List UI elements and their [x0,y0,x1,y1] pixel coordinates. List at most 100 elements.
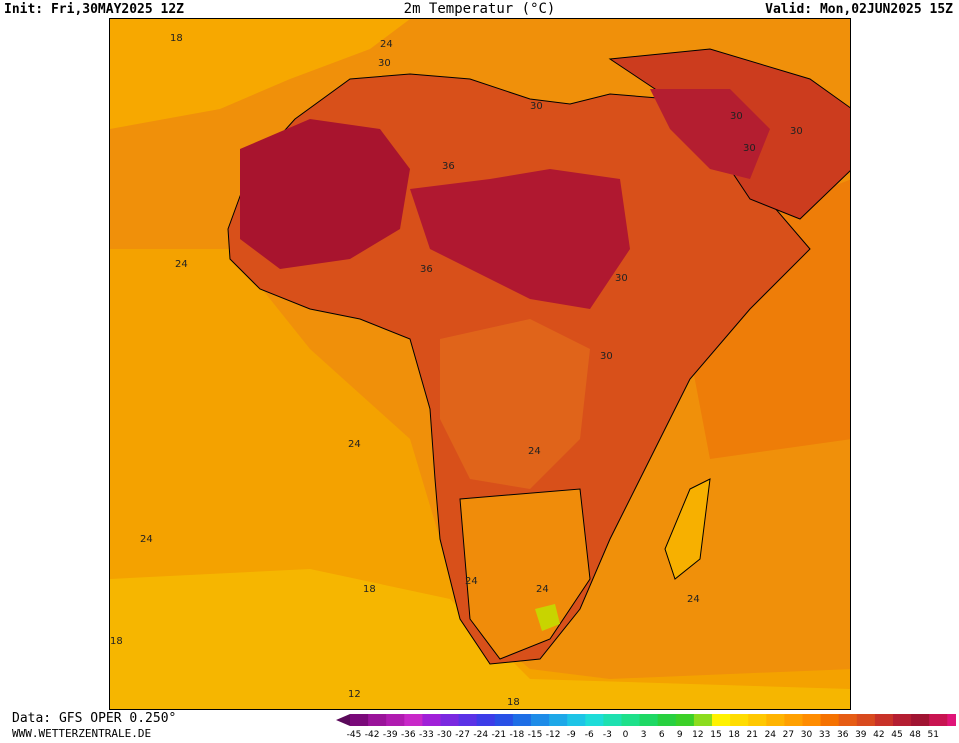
colorbar-graphic: -45 -42 -39 -36 -33 -30 -27 -24 -21 -18 -15 -12 -9 -6… [336,714,959,740]
colorbar-swatch [458,714,478,726]
contour-label: 24 [536,584,549,595]
contour-label: 18 [110,636,123,647]
colorbar-tick-label: 39 [855,730,867,739]
data-source: Data: GFS OPER 0.250° [12,711,177,726]
colorbar-swatch [422,714,441,726]
colorbar-swatch [639,714,659,726]
contour-label: 18 [170,33,183,44]
colorbar-tick-label: 24 [765,730,777,739]
contour-label: 30 [378,58,391,69]
colorbar-swatch [693,714,713,726]
colorbar-tick-label: 42 [873,730,884,739]
central-africa-warm [440,319,590,489]
contour-label: 30 [790,126,803,137]
colorbar-tick-label: 21 [746,730,757,739]
colorbar-swatch [476,714,496,726]
map-title: 2m Temperatur (°C) [403,1,556,17]
contour-label: 24 [348,439,361,450]
colorbar-swatch [893,714,912,726]
init-time: Init: Fri,30MAY2025 12Z [4,2,185,17]
colorbar-tick-label: 45 [891,730,902,739]
colorbar-tick-label: -24 [473,730,488,739]
colorbar-swatch [929,714,948,726]
colorbar-tick-label: -45 [347,730,362,739]
contour-label: 18 [507,697,520,708]
colorbar-tick-label: 30 [801,730,813,739]
colorbar-swatch [802,714,822,726]
madagascar [664,478,711,580]
colorbar-swatch [440,714,460,726]
colorbar-tick-label: -36 [401,730,416,739]
colorbar-tick-label: -42 [365,730,380,739]
contour-label: 24 [380,39,393,50]
temperature-field: 18 24 30 30 30 30 30 36 36 30 30 24 24 2… [110,19,850,709]
colorbar-tick-label: -12 [546,730,561,739]
contour-label: 30 [615,273,628,284]
colorbar-swatch [368,714,387,726]
contour-label: 24 [687,594,700,605]
colorbar-tick-label: 15 [710,730,721,739]
contour-label: 24 [528,446,541,457]
colorbar-swatch [712,714,731,726]
colorbar-tick-label: -9 [567,730,576,739]
contour-label: 36 [442,161,455,172]
contour-label: 30 [743,143,756,154]
colorbar-tick-label: -39 [383,730,398,739]
temperature-map[interactable]: 18 24 30 30 30 30 30 36 36 30 30 24 24 2… [109,18,851,710]
central-sahara-hot [410,169,630,309]
colorbar-swatch [386,714,405,726]
colorbar-tick-label: 36 [837,730,849,739]
colorbar-swatch [675,714,695,726]
colorbar-swatch [874,714,894,726]
colorbar-swatch [838,714,858,726]
colorbar: -45 -42 -39 -36 -33 -30 -27 -24 -21 -18 -15 -12 -9 -6… [336,713,959,740]
contour-label: 24 [465,576,478,587]
north-atlantic-cool [110,19,410,129]
colorbar-swatch [494,714,514,726]
contour-labels: 18 24 30 30 30 30 30 36 36 30 30 24 24 2… [110,33,803,708]
website-credit: WWW.WETTERZENTRALE.DE [12,727,152,740]
colorbar-tick-label: 48 [909,730,921,739]
contour-label: 12 [348,689,361,700]
colorbar-tick-label: 3 [641,730,647,739]
colorbar-swatch [621,714,641,726]
colorbar-swatch [784,714,803,726]
colorbar-swatch [947,714,959,726]
contour-label: 30 [600,351,613,362]
colorbar-tick-label: -30 [437,730,452,739]
colorbar-tick-label: 27 [783,730,794,739]
colorbar-swatch [585,714,604,726]
colorbar-left-arrow [336,714,350,726]
colorbar-swatch [911,714,930,726]
colorbar-tick-label: 51 [927,730,938,739]
contour-label: 30 [530,101,543,112]
colorbar-tick-label: -15 [528,730,543,739]
west-sahara-hot [240,119,410,269]
colorbar-tick-label: 0 [623,730,629,739]
colorbar-swatch [856,714,876,726]
colorbar-swatch [820,714,840,726]
colorbar-swatch [730,714,749,726]
colorbar-tick-label: -33 [419,730,434,739]
lesotho-cold-spot [535,604,560,631]
contour-label: 36 [420,264,433,275]
colorbar-swatch [549,714,568,726]
arabia-hot [650,89,770,179]
contour-label: 30 [730,111,743,122]
colorbar-swatch [603,714,622,726]
colorbar-swatch [512,714,532,726]
contour-label: 24 [140,534,153,545]
colorbar-swatch [404,714,423,726]
colorbar-swatch [657,714,677,726]
colorbar-tick-label: 6 [659,730,665,739]
colorbar-swatch [748,714,767,726]
colorbar-tick-label: 9 [677,730,683,739]
colorbar-swatch [567,714,586,726]
colorbar-tick-label: -21 [491,730,506,739]
colorbar-swatch [531,714,550,726]
colorbar-tick-label: 18 [728,730,740,739]
contour-label: 18 [363,584,376,595]
colorbar-tick-label: -18 [510,730,525,739]
colorbar-tick-label: 12 [692,730,703,739]
colorbar-tick-label: -27 [455,730,470,739]
